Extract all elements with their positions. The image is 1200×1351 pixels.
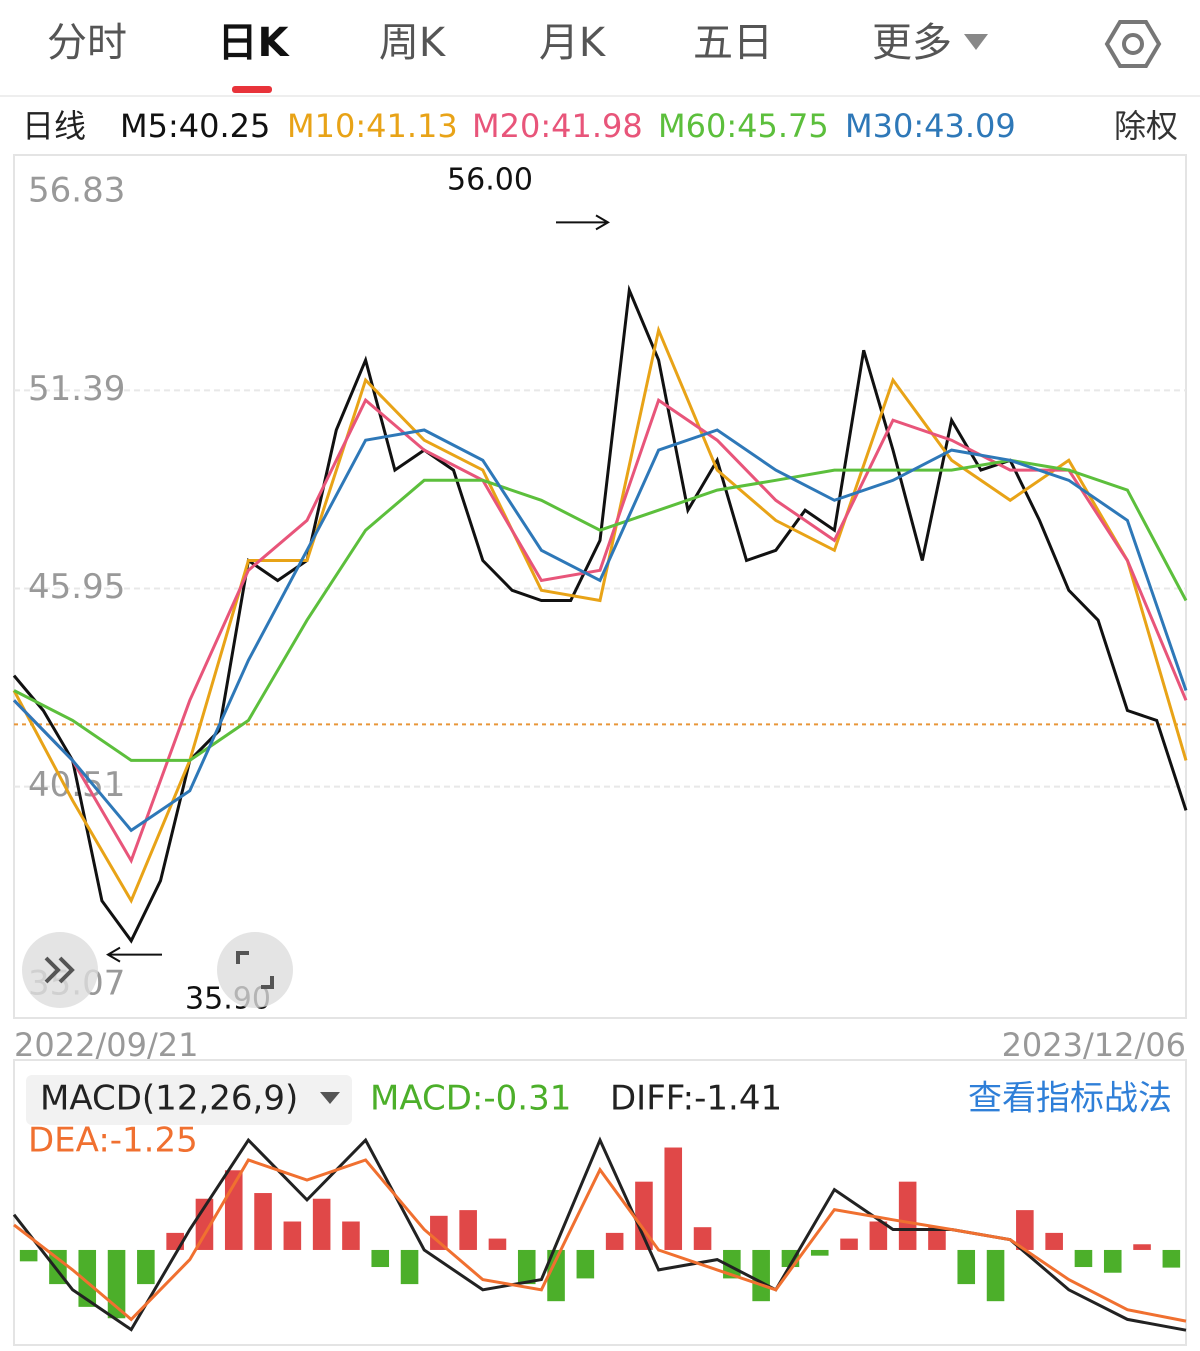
macd-bar xyxy=(1016,1210,1034,1250)
legend-entry: M10:41.13 xyxy=(287,107,458,145)
macd-bar xyxy=(928,1227,946,1250)
macd-bar xyxy=(1074,1249,1093,1268)
legend-title: 日线 xyxy=(22,107,86,145)
macd-bar xyxy=(371,1249,390,1268)
macd-bar xyxy=(430,1215,448,1250)
low-arrow xyxy=(106,946,121,963)
tab[interactable]: 分时 xyxy=(47,20,127,66)
macd-bar xyxy=(752,1249,770,1302)
indicator-title: MACD(12,26,9) xyxy=(40,1079,298,1119)
more-arrow xyxy=(964,34,988,50)
settings-dot xyxy=(1122,33,1144,55)
ma-line xyxy=(12,428,1188,833)
macd-plot-frame xyxy=(13,1059,1187,1346)
expand-glyph xyxy=(44,956,75,984)
macd-bar xyxy=(547,1249,565,1302)
macd-bar xyxy=(693,1227,712,1250)
macd-bar xyxy=(342,1221,360,1250)
legend-entry: M20:41.98 xyxy=(472,107,643,145)
price-plot-frame xyxy=(13,154,1187,1019)
macd-bar xyxy=(312,1198,331,1250)
macd-bar xyxy=(459,1210,477,1250)
macd-bar xyxy=(605,1232,624,1250)
legend-entry: M5:40.25 xyxy=(120,107,270,145)
macd-bar xyxy=(488,1238,507,1250)
y-tick-label: 51.39 xyxy=(28,369,125,409)
macd-bar xyxy=(1045,1232,1063,1250)
macd-bar xyxy=(517,1249,536,1285)
legend-entry: M30:43.09 xyxy=(845,107,1016,145)
macd-bar xyxy=(576,1249,595,1279)
ma-line xyxy=(12,325,1188,905)
fullscreen-glyph xyxy=(236,951,274,989)
tab[interactable]: 月K xyxy=(539,20,607,66)
tab[interactable]: 更多 xyxy=(872,20,952,66)
macd-bar xyxy=(1162,1249,1181,1268)
macd-bar xyxy=(810,1249,829,1256)
macd-bar xyxy=(400,1249,419,1285)
macd-bar xyxy=(723,1249,741,1279)
tab-indicator xyxy=(232,86,272,93)
macd-bar xyxy=(986,1249,1005,1302)
indicator-select[interactable] xyxy=(26,1075,352,1125)
ma-line xyxy=(12,284,1188,944)
macd-bar xyxy=(254,1193,272,1250)
chart-layer: 分时日K周K月K五日更多56.8351.3945.9540.5135.07202… xyxy=(12,20,1188,1332)
macd-bar xyxy=(840,1238,858,1250)
expand-button[interactable] xyxy=(22,932,98,1008)
fullscreen-circle xyxy=(217,932,293,1008)
legend-entry: DIFF:-1.41 xyxy=(610,1079,782,1119)
macd-bar xyxy=(19,1249,38,1262)
macd-bar xyxy=(137,1249,155,1285)
macd-bar xyxy=(78,1249,97,1307)
legend-entry: MACD:-0.31 xyxy=(370,1079,571,1119)
tab[interactable]: 日K xyxy=(218,20,291,66)
settings-icon[interactable] xyxy=(1104,20,1162,68)
high-arrow xyxy=(595,214,610,231)
fullscreen-button[interactable] xyxy=(217,932,293,1008)
tab[interactable]: 五日 xyxy=(693,20,773,66)
settings-hexagon xyxy=(1104,20,1162,68)
start-date: 2022/09/21 xyxy=(14,1026,198,1064)
macd-bar xyxy=(635,1181,653,1250)
indicator-line xyxy=(13,1158,1187,1323)
macd-bar xyxy=(898,1181,917,1250)
legend-entry: M60:45.75 xyxy=(658,107,829,145)
macd-bar xyxy=(283,1221,302,1250)
legend-entry: DEA:-1.25 xyxy=(28,1121,198,1161)
macd-bar xyxy=(664,1147,683,1250)
indicator-link[interactable]: 查看指标战法 xyxy=(968,1079,1172,1119)
indicator-arrow xyxy=(320,1092,340,1104)
end-date: 2023/12/06 xyxy=(1002,1026,1186,1064)
macd-bar xyxy=(1133,1244,1151,1250)
tab[interactable]: 周K xyxy=(379,20,447,66)
adjust-button[interactable]: 除权 xyxy=(1114,107,1178,145)
macd-bar xyxy=(957,1249,976,1285)
high-label: 56.00 xyxy=(447,163,533,198)
macd-bar xyxy=(107,1249,126,1319)
y-tick-label: 45.95 xyxy=(28,567,125,607)
macd-bar xyxy=(1103,1249,1122,1273)
ma-line xyxy=(12,397,1188,865)
y-tick-label: 56.83 xyxy=(28,171,125,211)
macd-bar xyxy=(869,1221,888,1250)
